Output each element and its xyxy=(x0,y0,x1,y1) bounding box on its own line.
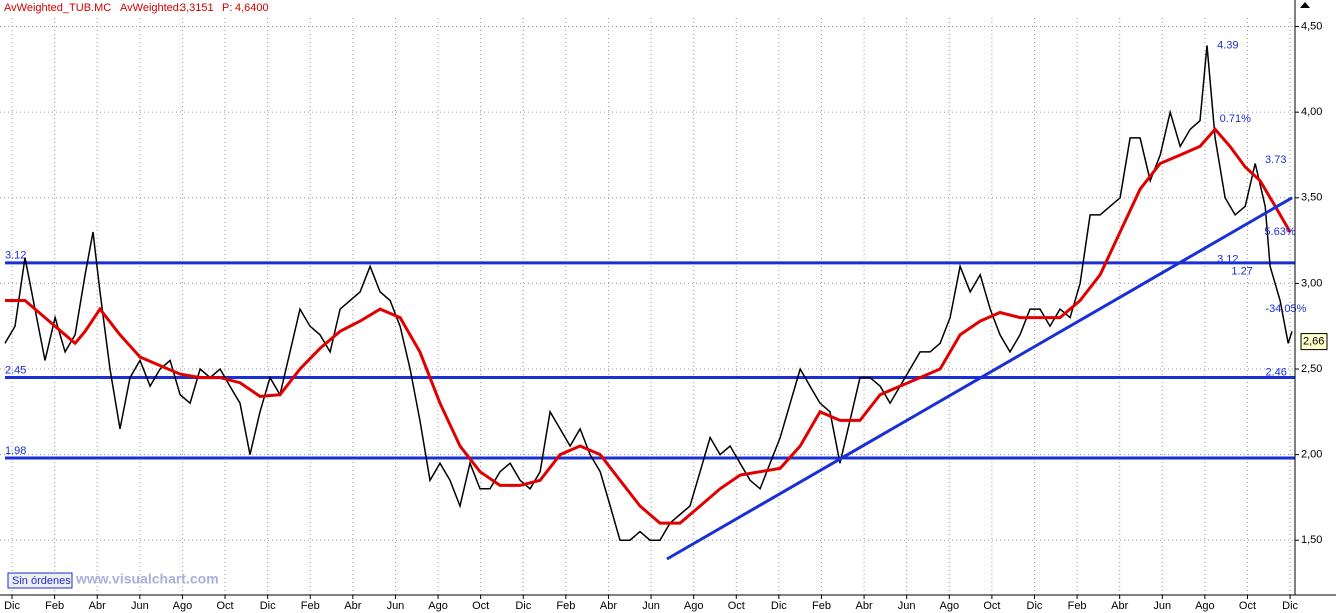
annotation: 3.73 xyxy=(1265,154,1286,166)
x-tick-label: Dic xyxy=(771,600,787,612)
x-tick-label: Oct xyxy=(1239,600,1256,612)
series-line xyxy=(4,45,1293,541)
x-tick-label: Dic xyxy=(260,600,276,612)
orders-button[interactable] xyxy=(7,572,73,589)
annotation: 4.39 xyxy=(1217,39,1238,51)
annotation: 0.71% xyxy=(1220,113,1251,125)
price-value: 4,6400 xyxy=(235,2,269,14)
level-label: 1.98 xyxy=(5,445,26,457)
x-tick-label: Ago xyxy=(428,600,448,612)
annotation: 1.27 xyxy=(1231,265,1252,277)
plot: 1,50 2,00 2,50 3,00 3,50 4,00 4,50 Dic Feb Abr Jun… xyxy=(0,18,1322,612)
last-price-box xyxy=(1300,333,1328,351)
x-tick-label: Oct xyxy=(728,600,745,612)
x-tick-label: Abr xyxy=(600,600,617,612)
x-tick-label: Ago xyxy=(684,600,704,612)
y-tick-label: 4,00 xyxy=(1301,106,1322,118)
x-tick-label: Dic xyxy=(515,600,531,612)
x-tick-label: Feb xyxy=(556,600,575,612)
x-tick-label: Oct xyxy=(472,600,489,612)
scroll-arrow[interactable] xyxy=(1300,2,1310,8)
x-tick-label: Feb xyxy=(45,600,64,612)
series-line xyxy=(5,127,1292,525)
x-tick-label: Dic xyxy=(1027,600,1043,612)
y-tick-label: 4,50 xyxy=(1301,20,1322,32)
x-tick-label: Ago xyxy=(939,600,959,612)
indicator: AvWeighted: xyxy=(120,2,182,14)
x-tick-label: Dic xyxy=(1282,600,1298,612)
x-tick-label: Jun xyxy=(642,600,660,612)
level-label: 2.45 xyxy=(5,364,26,376)
orders: Sin órdenes xyxy=(12,575,71,587)
indicator-value: 3,3151 xyxy=(180,2,214,14)
x-tick-label: Feb xyxy=(301,600,320,612)
annotation: 3.12 xyxy=(1217,253,1238,265)
y-tick-label: 3,00 xyxy=(1301,277,1322,289)
x-tick-label: Oct xyxy=(983,600,1000,612)
price-label: P: xyxy=(222,2,232,14)
x-tick-label: Ago xyxy=(173,600,193,612)
x-tick-label: Abr xyxy=(856,600,873,612)
y-tick-label: 2,00 xyxy=(1301,449,1322,461)
x-tick-label: Jun xyxy=(131,600,149,612)
x-tick-label: Oct xyxy=(216,600,233,612)
x-tick-label: Feb xyxy=(1068,600,1087,612)
y-tick-label: 3,50 xyxy=(1301,192,1322,204)
site: www.visualchart.com xyxy=(75,571,219,587)
level-label: 3.12 xyxy=(5,250,26,262)
annotation: 2.46 xyxy=(1265,366,1286,378)
y-tick-label: 1,50 xyxy=(1301,534,1322,546)
y-tick-label: 2,50 xyxy=(1301,363,1322,375)
series-line xyxy=(666,196,1293,561)
x-tick-label: Abr xyxy=(344,600,361,612)
x-tick-label: Ago xyxy=(1195,600,1215,612)
x-tick-label: Abr xyxy=(89,600,106,612)
x-tick-label: Abr xyxy=(1111,600,1128,612)
x-tick-label: Jun xyxy=(898,600,916,612)
x-tick-label: Feb xyxy=(812,600,831,612)
header: AvWeighted_TUB.MC AvWeighted: 3,3151 P: … xyxy=(4,2,269,14)
x-tick-label: Jun xyxy=(1153,600,1171,612)
annotation: -34.05% xyxy=(1265,303,1306,315)
x-tick-label: Dic xyxy=(4,600,20,612)
last-price-label: 2,66 xyxy=(1303,336,1324,348)
x-tick-label: Jun xyxy=(387,600,405,612)
symbol: AvWeighted_TUB.MC xyxy=(4,2,111,14)
annotation: 5.63% xyxy=(1264,226,1295,238)
